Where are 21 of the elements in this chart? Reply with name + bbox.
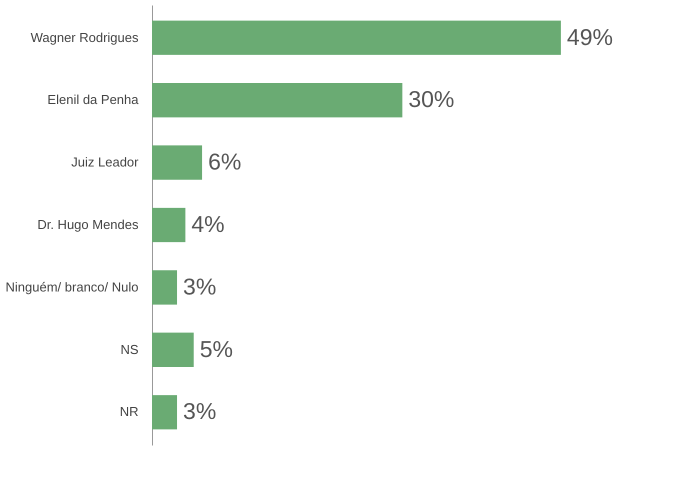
data-label: 49%: [566, 24, 613, 50]
y-tick-label: NR: [120, 404, 138, 420]
data-label: 6%: [208, 148, 242, 175]
y-tick-label: Juiz Leador: [71, 154, 140, 170]
bar: [152, 145, 202, 180]
data-label: 4%: [191, 211, 225, 237]
bar: [152, 208, 186, 242]
bar: [152, 395, 178, 430]
data-label: 5%: [200, 336, 233, 362]
bar: [152, 270, 178, 305]
y-tick-label: Dr. Hugo Mendes: [37, 217, 139, 232]
y-tick-label: Wagner Rodrigues: [30, 30, 139, 45]
y-tick-label: NS: [120, 342, 139, 357]
bar: [152, 83, 402, 118]
bar: [152, 20, 561, 55]
y-tick-label: Elenil da Penha: [47, 92, 140, 108]
data-label: 30%: [408, 86, 454, 112]
y-tick-label: Ninguém/ branco/ Nulo: [6, 279, 138, 294]
data-label: 3%: [183, 398, 216, 424]
data-label: 3%: [183, 273, 216, 300]
bar: [152, 332, 194, 367]
